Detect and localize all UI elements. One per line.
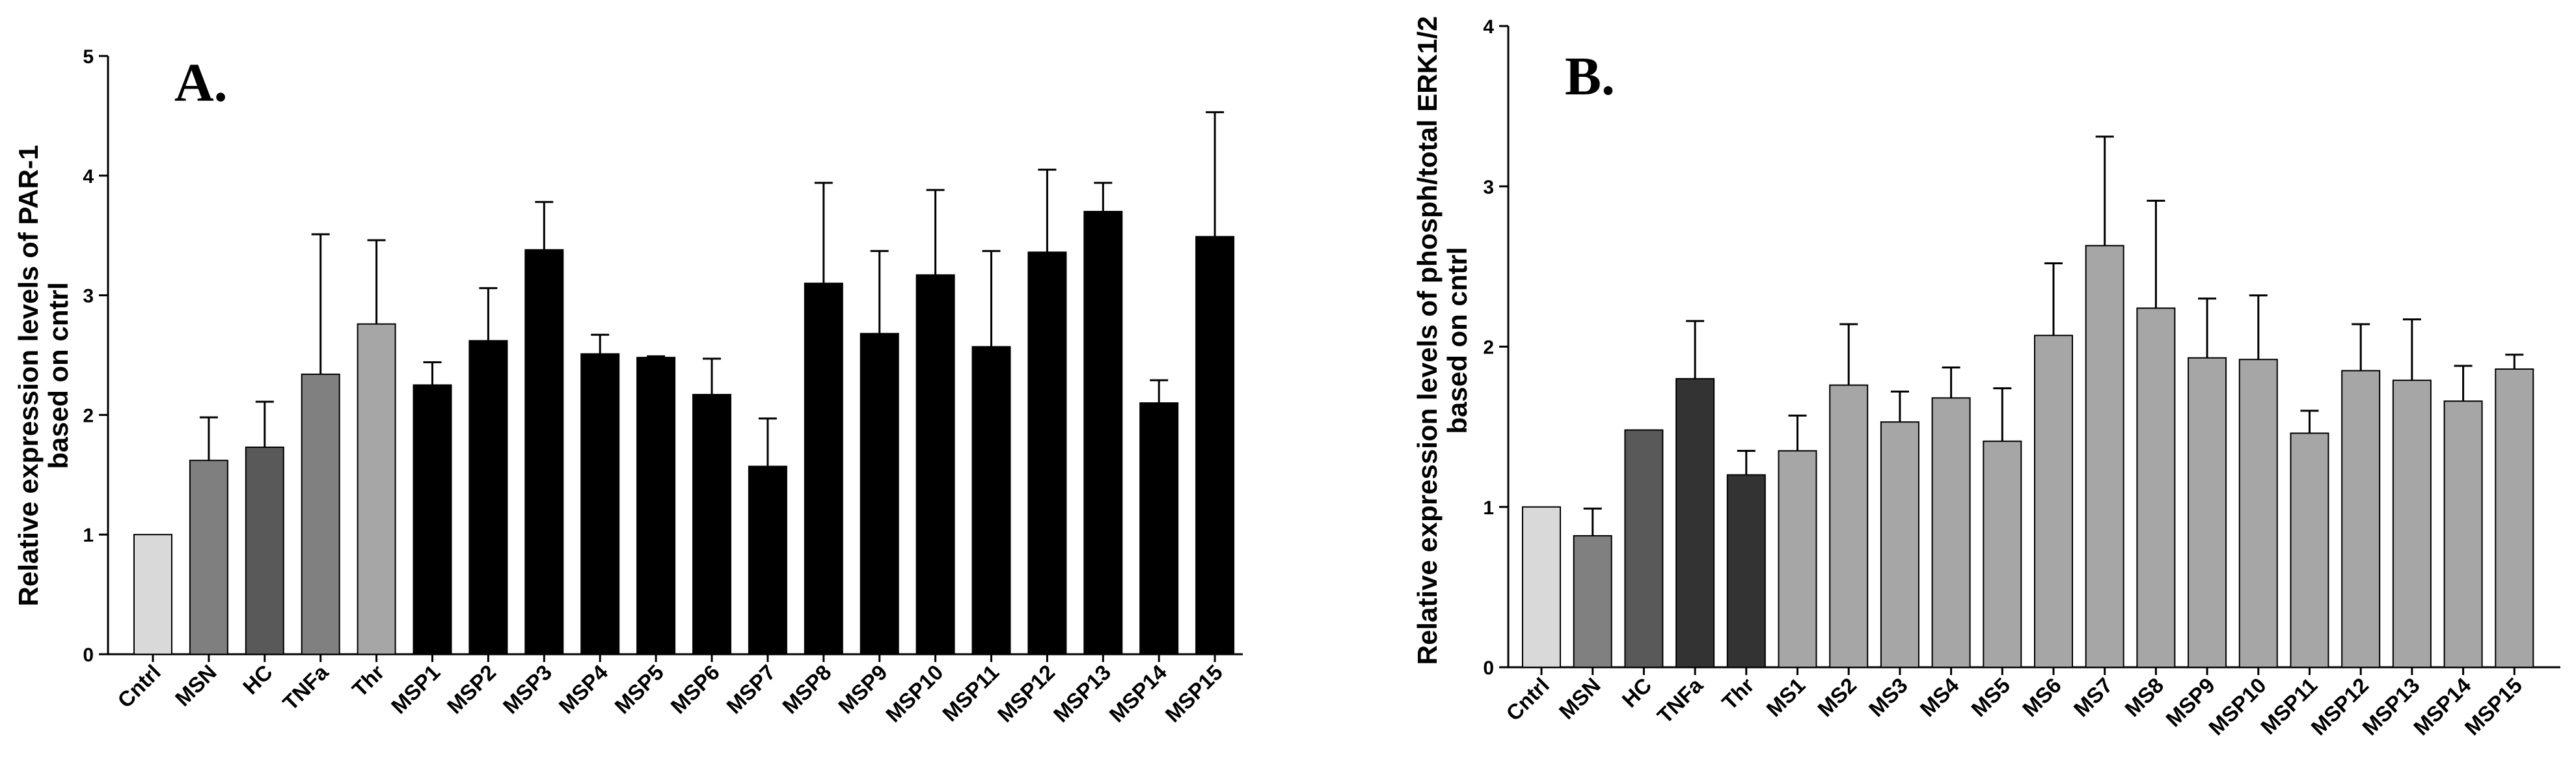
panel-b-category-label: MSP13 [2357, 673, 2424, 740]
panel-b-category-label: MS1 [1761, 673, 1810, 721]
panel-b-bar-msp15 [2495, 368, 2534, 668]
panel-b-bar-hc [1624, 429, 1664, 668]
panel-a-bar-msp10 [915, 274, 955, 655]
panel-a-category-label: MSP5 [610, 660, 668, 719]
panel-b-category-label: MS7 [2069, 673, 2117, 721]
panel-a-category-label: MSP10 [881, 660, 948, 727]
panel-a-bar-msp12 [1027, 251, 1067, 655]
panel-b-category-label: MSP14 [2409, 672, 2476, 739]
panel-a-bar-msp6 [692, 394, 731, 655]
panel-a-y-tick-label: 2 [83, 405, 94, 426]
panel-b-bar-thr [1726, 474, 1766, 668]
panel-b-category-label: TNFa [1653, 672, 1708, 728]
panel-b-bar-ms2 [1829, 384, 1869, 668]
panel-b-bar-ms6 [2034, 335, 2073, 668]
panel-a-y-tick-label: 3 [83, 286, 94, 307]
panel-b-bar-ms5 [1983, 440, 2022, 668]
panel-a-bar-msp1 [413, 384, 452, 655]
panel-b-label: B. [1565, 46, 1615, 107]
panel-b-bar-msp14 [2443, 400, 2483, 668]
panel-b-category-label: MSP15 [2460, 673, 2527, 740]
panel-b-bar-ms4 [1931, 397, 1971, 668]
panel-b-y-tick-label: 0 [1483, 657, 1494, 679]
panel-b-category-label: Thr [1717, 673, 1759, 715]
panel-b-y-tick-label: 4 [1483, 16, 1494, 38]
panel-b-category-label: MSP12 [2306, 673, 2373, 740]
panel-a-ylabel-line1: Relative expression levels of PAR-1 [13, 145, 44, 607]
panel-b-y-tick-label: 3 [1483, 176, 1494, 198]
panel-b-bar-ms7 [2085, 245, 2124, 668]
panel-b-category-label: MS3 [1864, 673, 1912, 721]
panel-b-ylabel-line2: based on cntrl [1442, 247, 1472, 434]
panel-b-bar-msp12 [2341, 370, 2381, 668]
panel-a-category-label: MSP1 [386, 660, 445, 719]
panel-a-category-label: TNFa [278, 659, 333, 715]
panel-a-bar-msp11 [971, 346, 1011, 655]
panel-b-bar-msp11 [2290, 432, 2329, 668]
panel-a-y-tick-label: 0 [83, 644, 94, 666]
panel-a-category-label: Thr [347, 660, 389, 702]
panel-a-bar-msp9 [860, 333, 899, 656]
panel-a-category-label: MSP4 [554, 659, 612, 718]
panel-a-y-tick-label: 5 [83, 46, 94, 68]
chart-panel-b: B. Relative expression levels of phosph/… [1412, 16, 2560, 740]
panel-a-category-label: MSP8 [778, 660, 836, 719]
panel-a-bar-tnfa [301, 373, 340, 656]
panel-b-category-label: MSN [1554, 673, 1605, 724]
panel-a-category-label: HC [238, 660, 277, 699]
panel-a-ylabel-line2: based on cntrl [43, 282, 74, 469]
panel-a-category-label: MSP2 [442, 660, 501, 719]
panel-a-category-label: MSP15 [1160, 660, 1227, 727]
panel-a-category-label: MSP14 [1104, 659, 1171, 726]
panel-b-category-label: MS6 [2018, 673, 2066, 721]
panel-a-bar-msn [189, 460, 228, 656]
panel-b-bar-ms1 [1778, 450, 1817, 668]
panel-a-y-tick-label: 1 [83, 525, 94, 546]
panel-a-category-label: MSP7 [722, 660, 780, 719]
panel-a-category-label: MSP12 [993, 660, 1060, 727]
panel-a-category-label: MSP6 [666, 660, 724, 719]
panel-a-category-label: MSP3 [498, 660, 557, 719]
panel-b-category-label: MSP10 [2204, 673, 2271, 740]
panel-b-y-tick-label: 2 [1483, 337, 1494, 359]
panel-a-y-tick-label: 4 [83, 166, 94, 187]
panel-b-bar-ms3 [1880, 421, 1919, 668]
panel-b-category-label: HC [1617, 673, 1656, 712]
panel-a-bar-msp15 [1195, 236, 1235, 655]
panel-b-bar-ms8 [2136, 307, 2176, 668]
panel-b-category-label: MS5 [1966, 673, 2014, 721]
panel-b-category-label: Cntrl [1501, 673, 1554, 726]
panel-b-bar-msp10 [2238, 359, 2278, 668]
panel-a-bar-msp4 [580, 353, 620, 655]
panel-b-y-tick-label: 1 [1483, 497, 1494, 519]
panel-b-bar-cntrl [1522, 506, 1561, 668]
panel-b-ylabel-line1: Relative expression levels of phosph/tot… [1412, 16, 1443, 665]
panel-a-category-label: MSP11 [938, 660, 1003, 726]
chart-panel-a: A. Relative expression levels of PAR-1 b… [13, 46, 1243, 726]
panel-a-bar-thr [357, 323, 396, 655]
panel-b-bar-msp9 [2188, 357, 2227, 668]
panel-a-bar-msp2 [468, 340, 508, 655]
panel-a-category-label: Cntrl [113, 660, 165, 713]
panel-b-bar-tnfa [1675, 378, 1715, 668]
panel-a-bar-msp8 [804, 283, 843, 656]
panel-b-category-label: MS2 [1813, 673, 1861, 721]
panel-a-category-label: MSP13 [1049, 660, 1116, 727]
panel-a-bar-msp14 [1139, 402, 1179, 656]
panel-a-bar-msp7 [748, 465, 787, 656]
panel-a-bar-cntrl [133, 534, 172, 656]
panel-a-bar-hc [245, 447, 284, 655]
panel-a-bar-msp13 [1083, 210, 1123, 655]
panel-a-bar-msp5 [636, 357, 676, 656]
panel-a-category-label: MSN [170, 660, 221, 711]
panel-a-bar-msp3 [524, 249, 564, 656]
panel-b-bar-msp13 [2392, 380, 2432, 669]
panel-a-label: A. [174, 53, 228, 113]
panel-b-category-label: MS4 [1915, 672, 1964, 721]
panel-b-bar-msn [1573, 535, 1612, 669]
